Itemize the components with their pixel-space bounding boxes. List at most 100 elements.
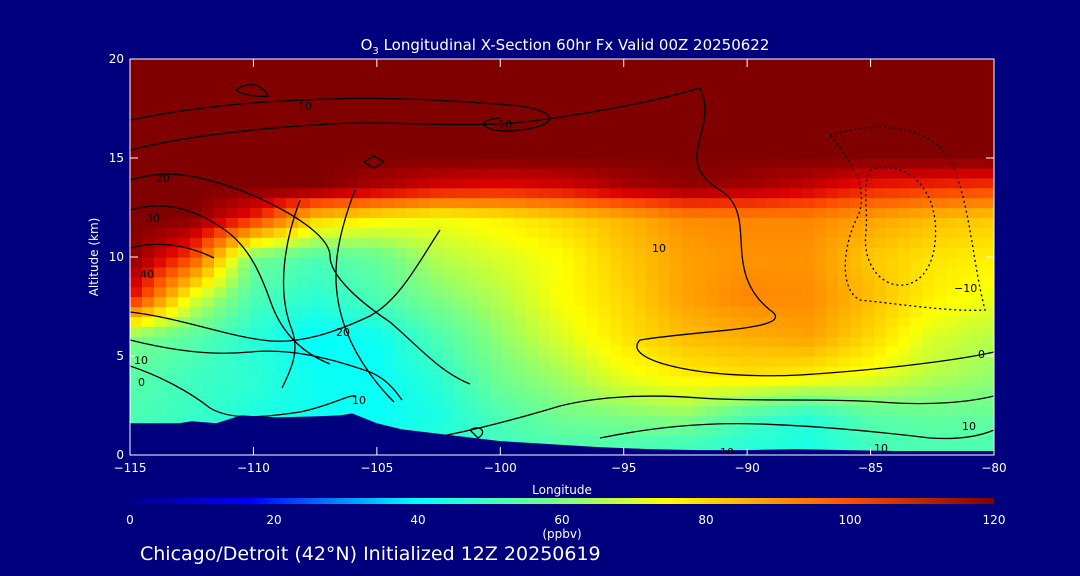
ozone-cell [826, 217, 839, 228]
ozone-cell [646, 385, 659, 397]
ozone-cell [586, 227, 599, 238]
ozone-cell [574, 415, 587, 426]
ozone-cell [394, 395, 407, 407]
ozone-cell [202, 395, 215, 407]
ozone-cell [970, 395, 983, 407]
ozone-cell [154, 227, 167, 238]
ozone-cell [958, 336, 971, 347]
ozone-cell [778, 276, 791, 288]
ozone-cell [922, 148, 935, 159]
ozone-cell [886, 98, 899, 110]
ozone-cell [862, 336, 875, 347]
ozone-cell [778, 98, 791, 110]
ozone-cell [430, 326, 443, 337]
ozone-cell [334, 316, 347, 327]
ozone-cell [610, 59, 623, 70]
ozone-cell [370, 167, 383, 179]
ozone-cell [130, 207, 143, 218]
ozone-cell [382, 197, 395, 209]
ozone-cell [802, 435, 815, 446]
contour-label: 0 [138, 376, 145, 389]
ozone-cell [502, 78, 515, 90]
ozone-cell [646, 148, 659, 159]
ozone-cell [250, 326, 263, 337]
ozone-cell [154, 187, 167, 199]
ozone-cell [850, 237, 863, 248]
y-tick-label: 5 [116, 349, 124, 363]
ozone-cell [694, 385, 707, 397]
ozone-cell [694, 316, 707, 327]
ozone-cell [694, 59, 707, 70]
contour-line [130, 173, 471, 385]
ozone-cell [598, 187, 611, 199]
ozone-cell [142, 385, 155, 397]
ozone-cell [322, 365, 335, 377]
ozone-cell [574, 405, 587, 416]
ozone-cell [454, 405, 467, 416]
ozone-cell [814, 108, 827, 119]
x-axis-label: Longitude [532, 483, 592, 497]
ozone-cell [562, 207, 575, 218]
ozone-cell [370, 375, 383, 387]
ozone-cell [682, 326, 695, 337]
ozone-cell [850, 266, 863, 278]
ozone-cell [874, 356, 887, 367]
ozone-cell [658, 59, 671, 70]
ozone-cell [742, 326, 755, 337]
ozone-cell [478, 276, 491, 288]
ozone-cell [502, 59, 515, 70]
ozone-cell [334, 148, 347, 159]
ozone-cell [634, 365, 647, 377]
ozone-cell [970, 445, 983, 455]
ozone-cell [970, 177, 983, 189]
ozone-cell [790, 326, 803, 337]
ozone-cell [514, 326, 527, 337]
ozone-cell [550, 316, 563, 327]
ozone-cell [514, 435, 527, 446]
ozone-cell [550, 237, 563, 248]
ozone-cell [430, 177, 443, 189]
ozone-cell [430, 138, 443, 149]
ozone-cell [274, 326, 287, 337]
ozone-cell [274, 177, 287, 189]
ozone-cell [826, 365, 839, 377]
ozone-cell [622, 108, 635, 119]
ozone-cell [466, 365, 479, 377]
ozone-cell [574, 158, 587, 169]
ozone-cell [550, 177, 563, 189]
ozone-cell [934, 78, 947, 90]
ozone-cell [262, 88, 275, 100]
ozone-cell [406, 405, 419, 416]
ozone-cell [238, 296, 251, 308]
ozone-cell [346, 197, 359, 209]
ozone-cell [538, 98, 551, 110]
ozone-cell [334, 405, 347, 416]
ozone-cell [514, 108, 527, 119]
ozone-cell [790, 148, 803, 159]
ozone-cell [214, 365, 227, 377]
y-tick-label: 0 [116, 448, 124, 462]
ozone-cell [562, 108, 575, 119]
ozone-cell [454, 375, 467, 387]
ozone-cell [454, 68, 467, 80]
ozone-cell [958, 207, 971, 218]
ozone-cell [718, 356, 731, 367]
ozone-cell [490, 306, 503, 317]
ozone-cell [226, 197, 239, 209]
ozone-cell [370, 247, 383, 258]
ozone-cell [526, 78, 539, 90]
ozone-cell [454, 237, 467, 248]
ozone-cell [178, 167, 191, 179]
ozone-cell [526, 68, 539, 80]
ozone-cell [454, 266, 467, 278]
ozone-cell [730, 138, 743, 149]
ozone-cell [466, 118, 479, 129]
ozone-cell [826, 435, 839, 446]
ozone-cell [970, 207, 983, 218]
ozone-cell [886, 365, 899, 377]
ozone-cell [766, 296, 779, 308]
ozone-cell [550, 78, 563, 90]
ozone-cell [634, 326, 647, 337]
ozone-cell [226, 336, 239, 347]
ozone-cell [850, 98, 863, 110]
